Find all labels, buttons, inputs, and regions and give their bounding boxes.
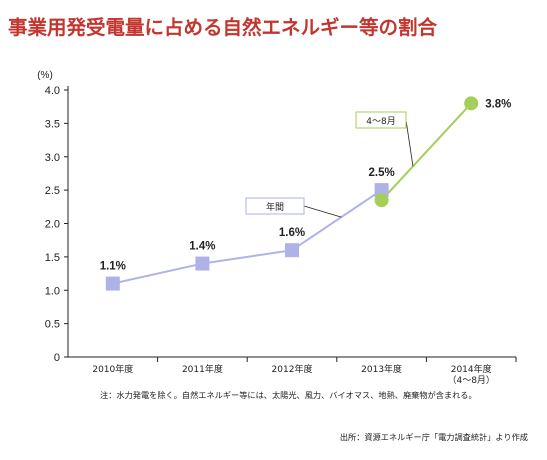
- data-label: 1.1%: [100, 261, 126, 273]
- y-tick-label: 0: [54, 352, 60, 364]
- x-tick-label: 2014年度: [451, 363, 492, 375]
- data-label: 1.4%: [189, 241, 215, 253]
- y-tick-label: 1.5: [45, 252, 60, 264]
- y-tick-label: 0.5: [45, 319, 60, 331]
- data-point-square: [285, 243, 299, 258]
- y-tick-label: 1.0: [45, 285, 60, 297]
- data-point-circle: [464, 96, 479, 111]
- data-point-square: [195, 256, 210, 271]
- data-label: 2.5%: [368, 167, 394, 179]
- markers: [105, 96, 479, 291]
- y-tick-label: 3.5: [45, 118, 60, 130]
- series-line: [380, 102, 472, 201]
- source-note: 出所：資源エネルギー庁「電力調査統計」より作成: [340, 432, 528, 442]
- series-line: [112, 189, 383, 285]
- y-tick-label: 2.5: [45, 185, 60, 197]
- x-tick-label: 2012年度: [272, 363, 313, 375]
- callout-leader: [405, 119, 414, 167]
- axes: [64, 86, 517, 362]
- data-point-square: [374, 183, 389, 198]
- callouts: 年間 4〜8月: [245, 111, 414, 218]
- data-point-circle: [374, 193, 389, 208]
- callout-leader: [303, 205, 342, 218]
- y-tick-label: 2.0: [45, 219, 60, 231]
- footnote: 注：水力発電を除く。自然エネルギー等には、太陽光、風力、バイオマス、地熱、廃棄物…: [100, 390, 477, 400]
- y-tick-label: 3.0: [45, 152, 60, 164]
- callout-box: [355, 111, 407, 129]
- data-point-square: [105, 276, 120, 291]
- callout-box: [245, 197, 305, 215]
- data-labels: 1.1% 1.4% 1.6% 2.5% 3.8%: [100, 98, 512, 272]
- x-tick-label: 2010年度: [92, 363, 133, 375]
- data-label: 3.8%: [485, 98, 511, 110]
- x-tick-label: 2011年度: [182, 363, 223, 375]
- series-lines: [112, 102, 472, 285]
- series-label: 年間: [266, 201, 284, 213]
- y-unit-label: (%): [37, 70, 53, 81]
- chart-title: 事業用発受電量に占める自然エネルギー等の割合: [8, 16, 438, 39]
- series-label: 4〜8月: [366, 116, 395, 127]
- x-tick-label: （4〜8月）: [447, 375, 494, 386]
- tick-labels: 0 0.5 1.0 1.5 2.0 2.5 3.0 3.5 4.0 2010年度 2011年度 201…: [45, 85, 495, 386]
- y-tick-label: 4.0: [45, 85, 60, 97]
- x-tick-label: 2013年度: [361, 363, 402, 375]
- data-label: 1.6%: [279, 227, 305, 239]
